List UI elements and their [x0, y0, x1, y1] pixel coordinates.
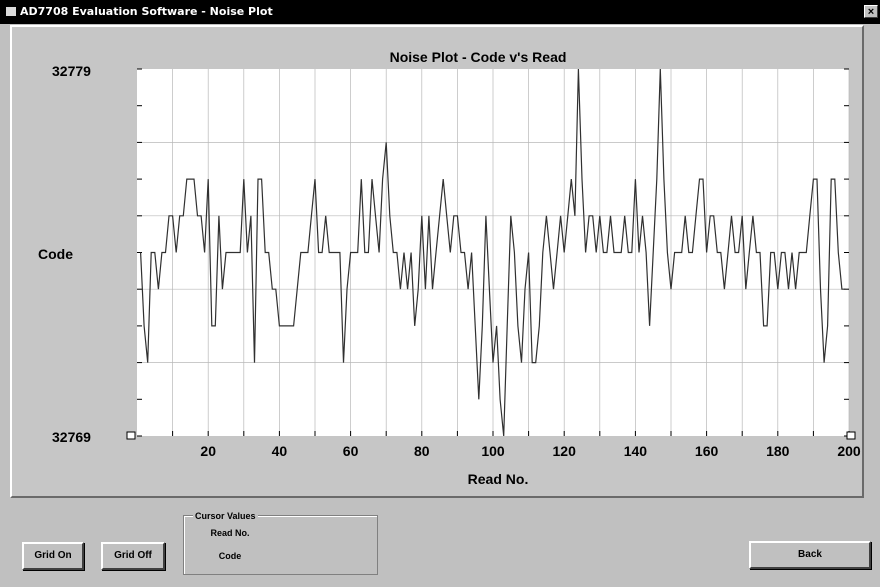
x-tick-labels: 20 40 60 80 100 120 140 160 180 200	[200, 443, 860, 459]
app-icon	[6, 7, 16, 16]
noise-plot-chart: Noise Plot - Code v's Read 32779 32769 C…	[38, 49, 861, 487]
x-tick-label: 100	[481, 443, 505, 459]
cursor-handle-left[interactable]	[126, 431, 136, 440]
x-axis-label: Read No.	[468, 471, 529, 487]
y-max-label: 32779	[52, 63, 91, 79]
x-tick-label: 120	[553, 443, 577, 459]
x-tick-label: 140	[624, 443, 648, 459]
cursor-values-title: Cursor Values	[193, 511, 258, 521]
cursor-code-label: Code	[218, 551, 242, 561]
y-min-label: 32769	[52, 429, 91, 445]
grid-off-button[interactable]: Grid Off	[101, 542, 165, 570]
cursor-handle-right[interactable]	[846, 431, 856, 440]
window-title-bar: AD7708 Evaluation Software - Noise Plot …	[0, 0, 880, 24]
noise-trace-line	[140, 68, 846, 437]
tick-marks	[137, 68, 850, 437]
cursor-values-group	[183, 515, 378, 575]
x-tick-label: 200	[837, 443, 861, 459]
cursor-read-no-label: Read No.	[210, 528, 250, 538]
grid-lines	[137, 69, 850, 436]
back-button[interactable]: Back	[749, 541, 871, 569]
x-tick-label: 80	[414, 443, 430, 459]
x-tick-label: 180	[766, 443, 790, 459]
grid-on-button[interactable]: Grid On	[22, 542, 84, 570]
x-tick-label: 20	[200, 443, 216, 459]
y-axis-label: Code	[38, 246, 73, 262]
x-tick-label: 160	[695, 443, 719, 459]
x-tick-label: 40	[272, 443, 288, 459]
window-title: AD7708 Evaluation Software - Noise Plot	[20, 5, 273, 18]
close-button[interactable]: ×	[864, 5, 878, 18]
x-tick-label: 60	[343, 443, 359, 459]
chart-title: Noise Plot - Code v's Read	[390, 49, 567, 65]
